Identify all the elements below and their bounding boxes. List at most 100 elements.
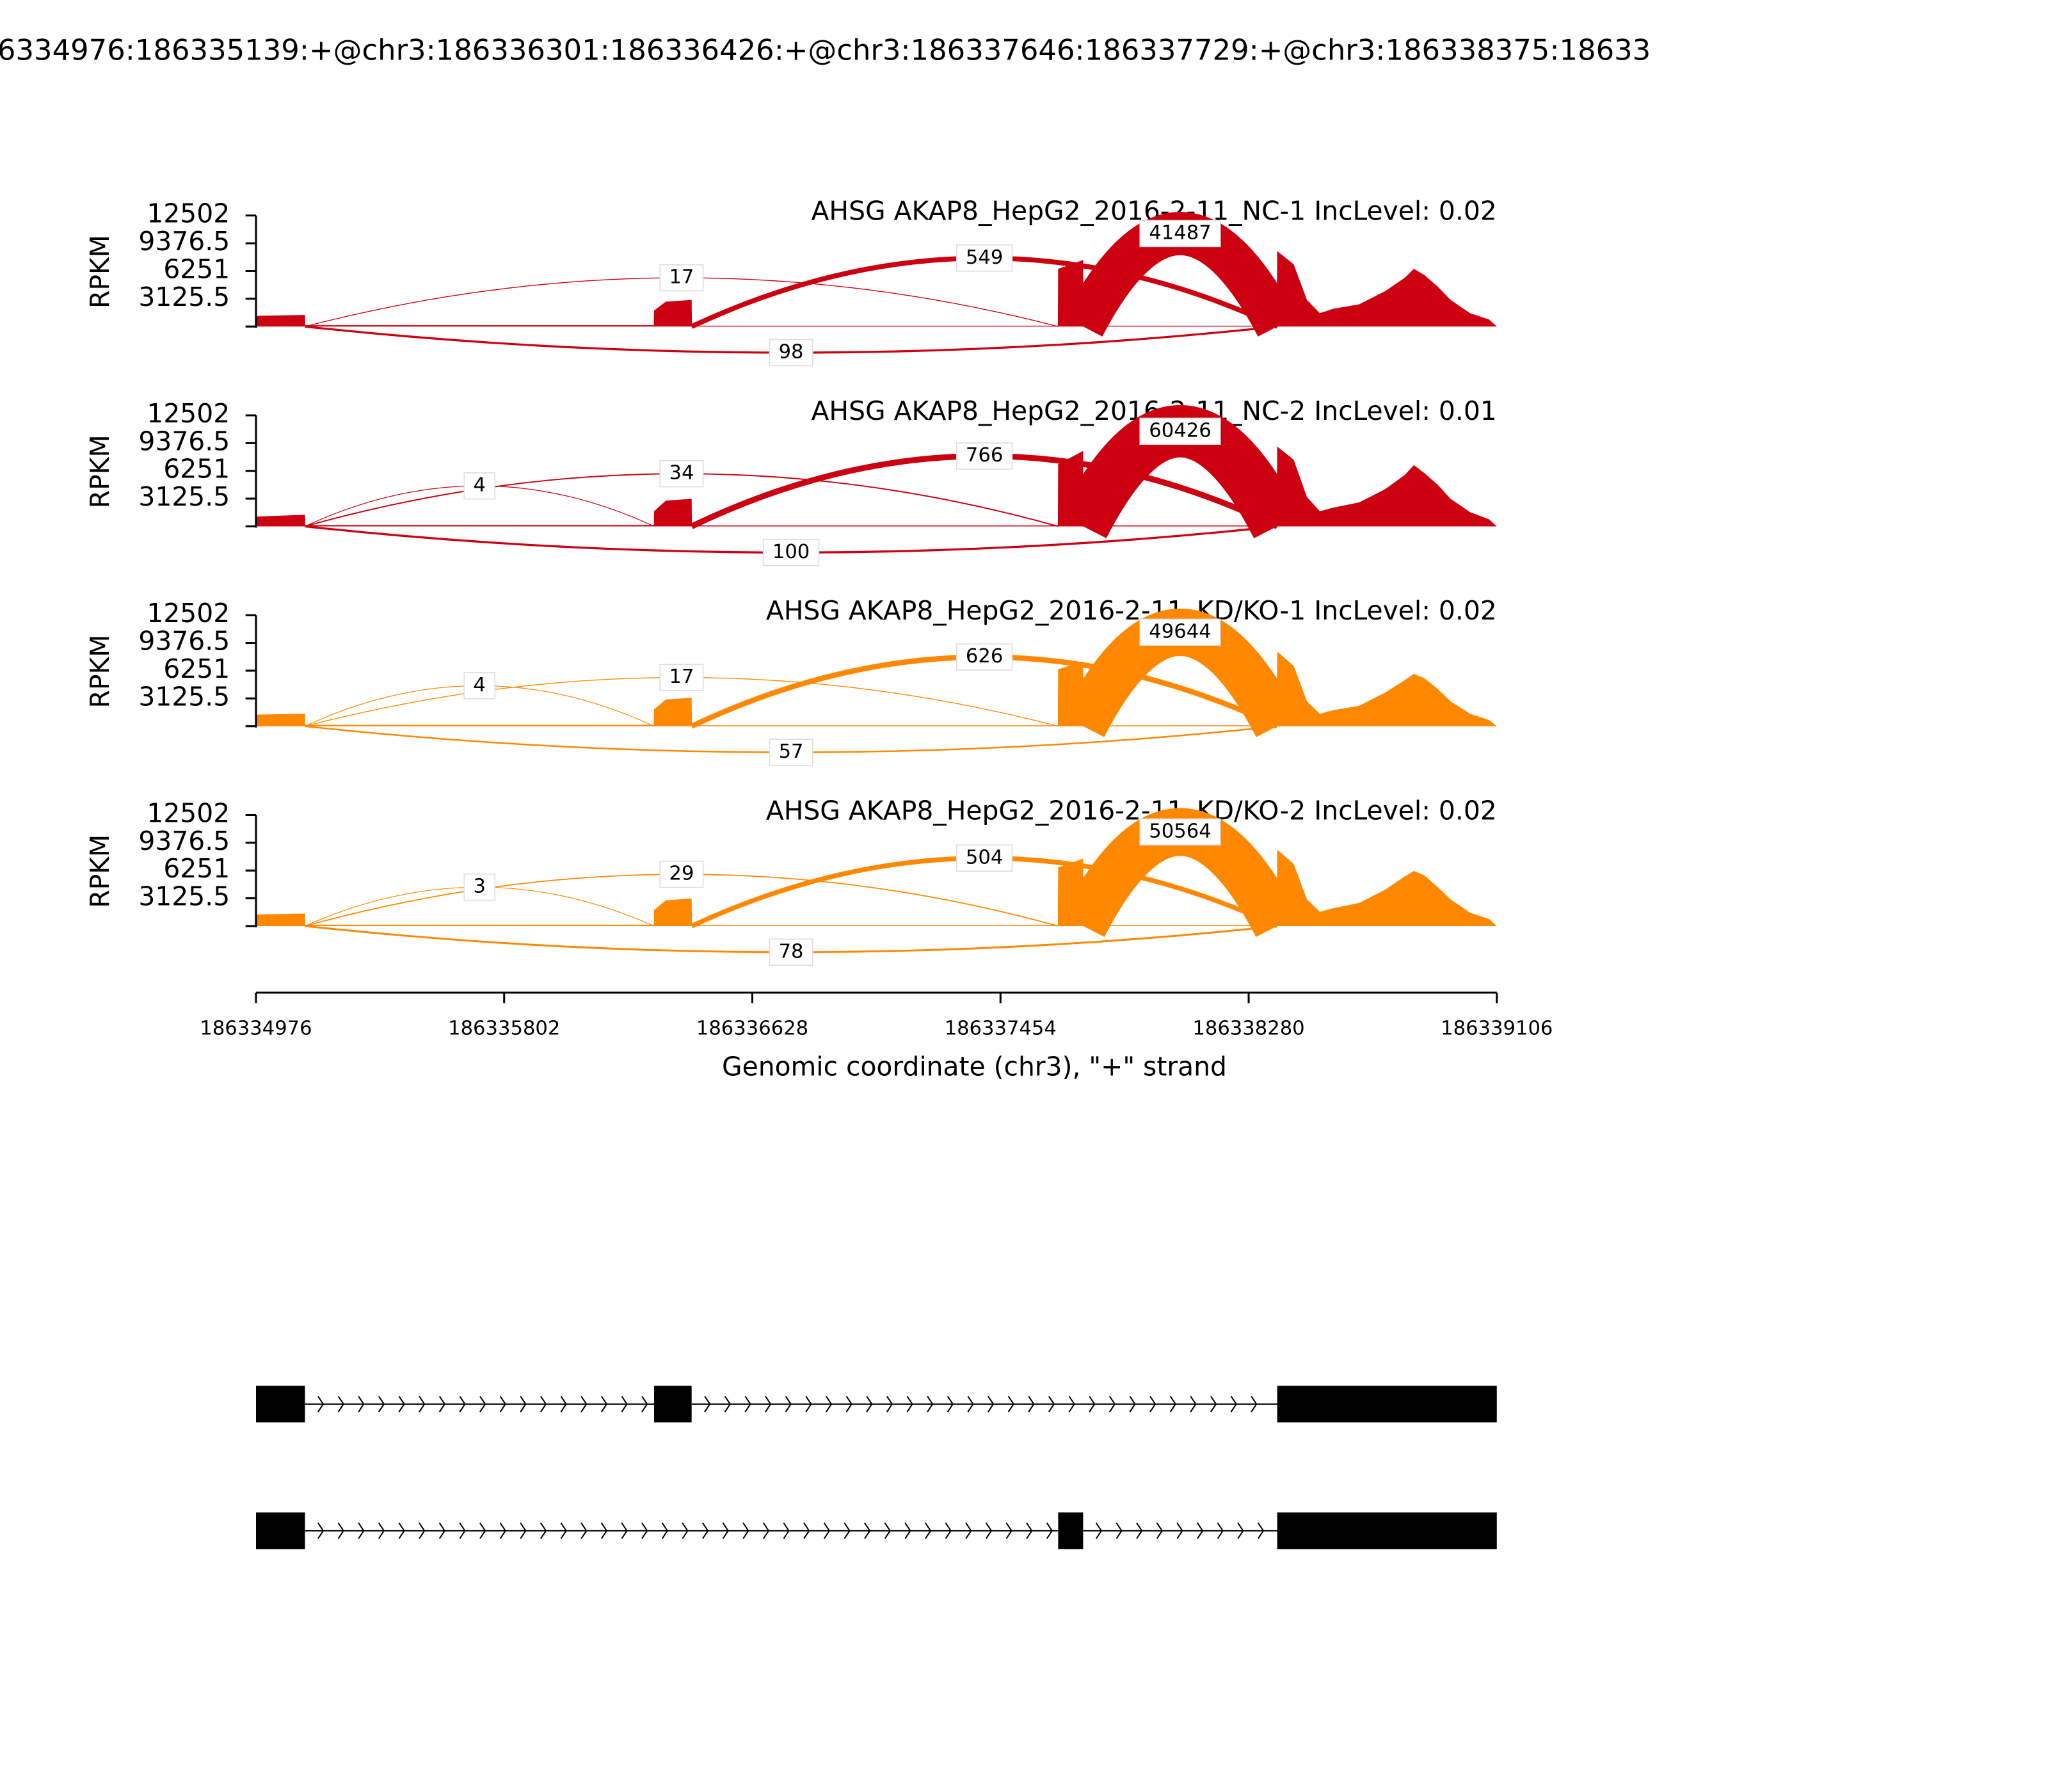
exon xyxy=(256,1512,305,1549)
y-tick-label: 12502 xyxy=(147,797,230,828)
intron-arrow xyxy=(1169,1396,1177,1412)
x-tick-label: 186335802 xyxy=(448,1018,560,1040)
intron-arrow xyxy=(1028,1396,1035,1412)
intron-arrow xyxy=(1136,1523,1143,1539)
intron-arrow xyxy=(1116,1523,1123,1539)
intron-arrow xyxy=(1257,1523,1265,1539)
y-tick-label: 6251 xyxy=(163,653,230,684)
junction-label-box xyxy=(762,539,820,566)
junction-label-box xyxy=(463,873,496,901)
y-axis-label: RPKM xyxy=(84,635,115,708)
intron-arrow xyxy=(1149,1396,1156,1412)
intron-arrow xyxy=(1068,1396,1075,1412)
junction-label-box xyxy=(1139,818,1221,846)
exon xyxy=(654,1386,692,1423)
intron-arrow xyxy=(1046,1523,1053,1539)
y-tick-label: 6251 xyxy=(163,853,230,884)
exon xyxy=(1058,1512,1084,1549)
y-tick-label: 6251 xyxy=(163,454,230,484)
junction-label-box xyxy=(659,664,704,691)
junction-label-box xyxy=(1139,220,1221,248)
intron-arrow xyxy=(479,1396,486,1412)
intron-arrow xyxy=(419,1523,426,1539)
y-axis-label: RPKM xyxy=(84,835,115,908)
junction-label: 34 xyxy=(669,462,694,484)
exon xyxy=(1277,1512,1497,1549)
intron-arrow xyxy=(398,1396,405,1412)
chart-title: 6334976:186335139:+@chr3:186336301:18633… xyxy=(0,33,1651,67)
intron-arrow xyxy=(884,1523,892,1539)
intron-arrow xyxy=(722,1523,729,1539)
intron-arrow xyxy=(1190,1396,1197,1412)
coverage-area xyxy=(256,849,1497,926)
intron-arrow xyxy=(704,1396,711,1412)
junction-label: 626 xyxy=(966,645,1003,668)
intron-arrow xyxy=(927,1396,934,1412)
intron-arrow xyxy=(886,1396,893,1412)
exon xyxy=(256,1386,305,1423)
coverage-area xyxy=(256,251,1497,327)
junction-arc xyxy=(1060,405,1300,539)
intron-arrow xyxy=(1095,1523,1103,1539)
intron-arrow xyxy=(985,1523,993,1539)
intron-arrow xyxy=(988,1396,995,1412)
intron-arrow xyxy=(967,1396,974,1412)
intron-arrow xyxy=(904,1523,911,1539)
intron-arrow xyxy=(785,1396,792,1412)
intron-arrow xyxy=(803,1523,810,1539)
junction-label: 78 xyxy=(779,940,804,963)
junction-label: 766 xyxy=(966,444,1003,467)
intron-arrow xyxy=(823,1523,831,1539)
intron-arrow xyxy=(765,1396,772,1412)
junction-label-box xyxy=(956,643,1013,671)
intron-arrow xyxy=(661,1523,669,1539)
y-axis-label: RPKM xyxy=(84,435,115,508)
intron-arrow xyxy=(1005,1523,1012,1539)
intron-arrow xyxy=(459,1396,466,1412)
y-tick-label: 6251 xyxy=(163,253,230,284)
junction-label-box xyxy=(956,844,1013,872)
intron-arrow xyxy=(925,1523,932,1539)
intron-arrow xyxy=(358,1523,365,1539)
exon xyxy=(1277,1386,1497,1423)
intron-arrow xyxy=(1156,1523,1164,1539)
intron-arrow xyxy=(783,1523,790,1539)
intron-arrow xyxy=(580,1523,588,1539)
intron-arrow xyxy=(845,1396,852,1412)
intron-arrow xyxy=(499,1523,507,1539)
panel-title: AHSG AKAP8_HepG2_2016-2-11_KD/KO-2 IncLe… xyxy=(766,795,1497,826)
intron-arrow xyxy=(459,1523,466,1539)
intron-arrow xyxy=(1108,1396,1116,1412)
intron-arrow xyxy=(866,1396,873,1412)
intron-arrow xyxy=(682,1523,689,1539)
intron-arrow xyxy=(337,1396,344,1412)
intron-arrow xyxy=(1048,1396,1055,1412)
intron-arrow xyxy=(621,1396,628,1412)
intron-arrow xyxy=(378,1396,385,1412)
junction-arc xyxy=(1062,608,1299,737)
junction-label: 4 xyxy=(474,474,486,497)
junction-label-box xyxy=(769,739,813,766)
intron-arrow xyxy=(540,1523,547,1539)
x-tick-label: 186339106 xyxy=(1441,1018,1553,1040)
intron-arrow xyxy=(621,1523,628,1539)
junction-arc xyxy=(1064,212,1297,337)
intron-arrow xyxy=(337,1523,344,1539)
intron-arrow xyxy=(1007,1396,1014,1412)
intron-arrow xyxy=(826,1396,833,1412)
intron-arrow xyxy=(742,1523,749,1539)
y-tick-label: 12502 xyxy=(147,398,230,429)
junction-label-box xyxy=(463,472,496,500)
intron-arrow xyxy=(1251,1396,1258,1412)
coverage-area xyxy=(256,446,1497,527)
y-tick-label: 3125.5 xyxy=(138,681,230,712)
intron-arrow xyxy=(965,1523,972,1539)
junction-label: 41487 xyxy=(1149,221,1211,244)
intron-arrow xyxy=(945,1523,952,1539)
junction-label-box xyxy=(1139,618,1221,646)
intron-arrow xyxy=(479,1523,486,1539)
intron-arrow xyxy=(1176,1523,1183,1539)
intron-arrow xyxy=(864,1523,871,1539)
intron-arrow xyxy=(702,1523,709,1539)
